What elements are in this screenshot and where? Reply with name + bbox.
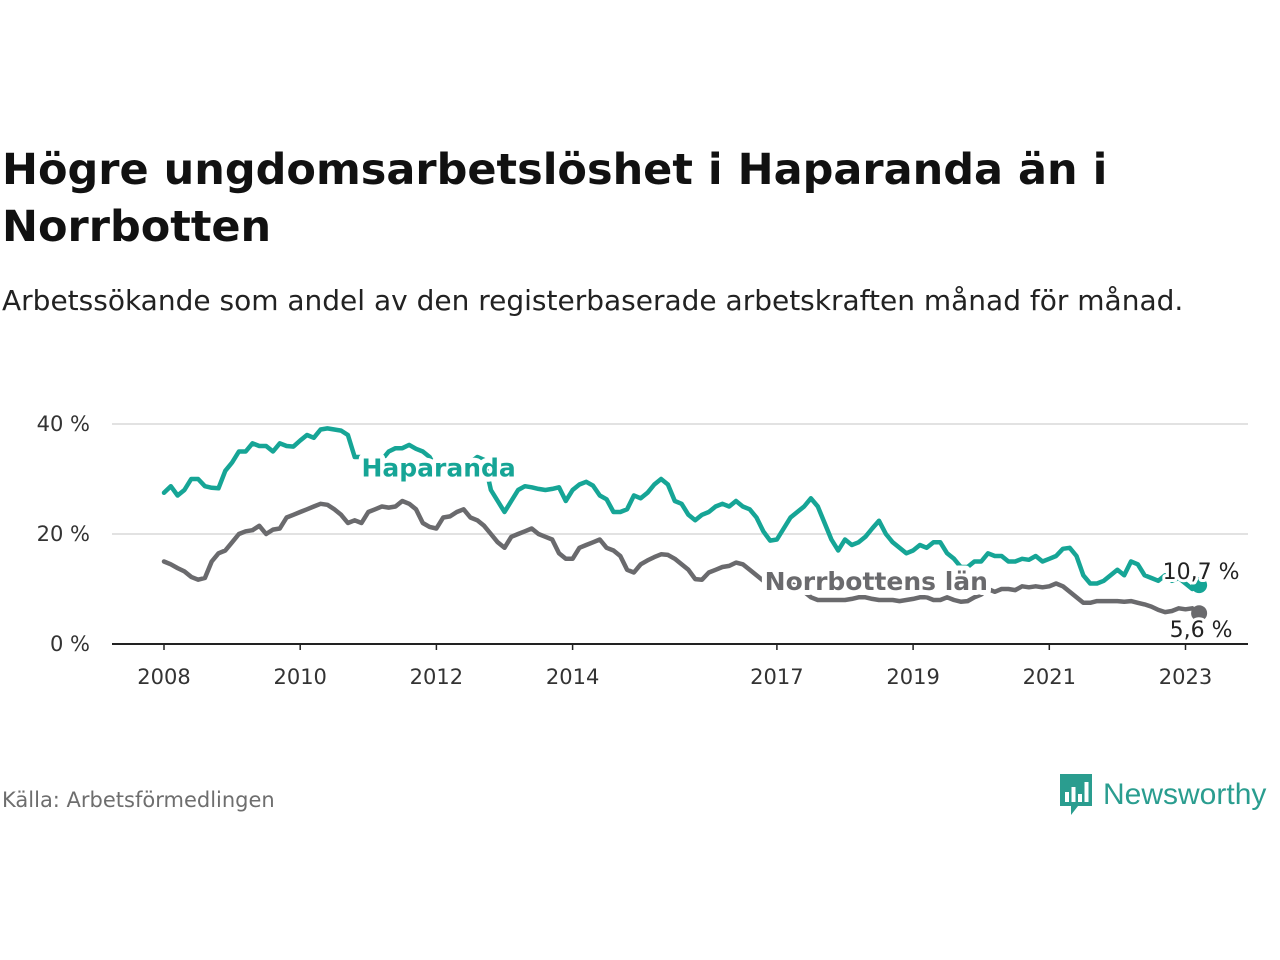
y-tick-label: 0 %: [50, 632, 90, 656]
x-tick-label: 2019: [886, 665, 939, 689]
gridlines: [112, 423, 1248, 645]
series-end-point-norrbotten: [1191, 605, 1208, 622]
series-lines: [161, 426, 1208, 622]
chart-title: Högre ungdomsarbetslöshet i Haparanda än…: [2, 145, 1108, 252]
axis-ticks: 0 % 20 % 40 % 2008 2010 2012 2014 2017 2019 2021 2…: [37, 412, 1213, 689]
x-tick-label: 2012: [410, 665, 463, 689]
brand-name: Newsworthy: [1103, 778, 1267, 811]
source-note: Källa: Arbetsförmedlingen: [2, 788, 275, 812]
series-end-point-haparanda: [1191, 577, 1208, 594]
chart-subtitle: Arbetssökande som andel av den registerb…: [2, 284, 1184, 317]
x-tick-label: 2017: [750, 665, 803, 689]
y-tick-label: 40 %: [37, 412, 90, 436]
series-label-haparanda: Haparanda: [361, 453, 515, 482]
series-line-norrbotten: [161, 498, 1202, 616]
x-tick-label: 2014: [546, 665, 599, 689]
x-tick-label: 2021: [1023, 665, 1076, 689]
series-labels: Haparanda 10,7 % Norrbottens län 5,6 %: [356, 448, 1242, 646]
end-value-label-norrbotten: 5,6 %: [1170, 618, 1233, 643]
series-line-haparanda: [161, 426, 1202, 592]
newsworthy-icon: [1060, 774, 1092, 815]
x-tick-label: 2008: [137, 665, 190, 689]
line-chart: 0 % 20 % 40 % 2008 2010 2012 2014 2017 2019 2021 2…: [37, 412, 1248, 689]
end-value-label-haparanda: 10,7 %: [1163, 560, 1240, 585]
x-tick-label: 2010: [273, 665, 326, 689]
y-tick-label: 20 %: [37, 522, 90, 546]
series-label-norrbotten: Norrbottens län: [765, 567, 988, 596]
newsworthy-logo[interactable]: Newsworthy: [1058, 772, 1266, 818]
x-tick-label: 2023: [1159, 665, 1212, 689]
